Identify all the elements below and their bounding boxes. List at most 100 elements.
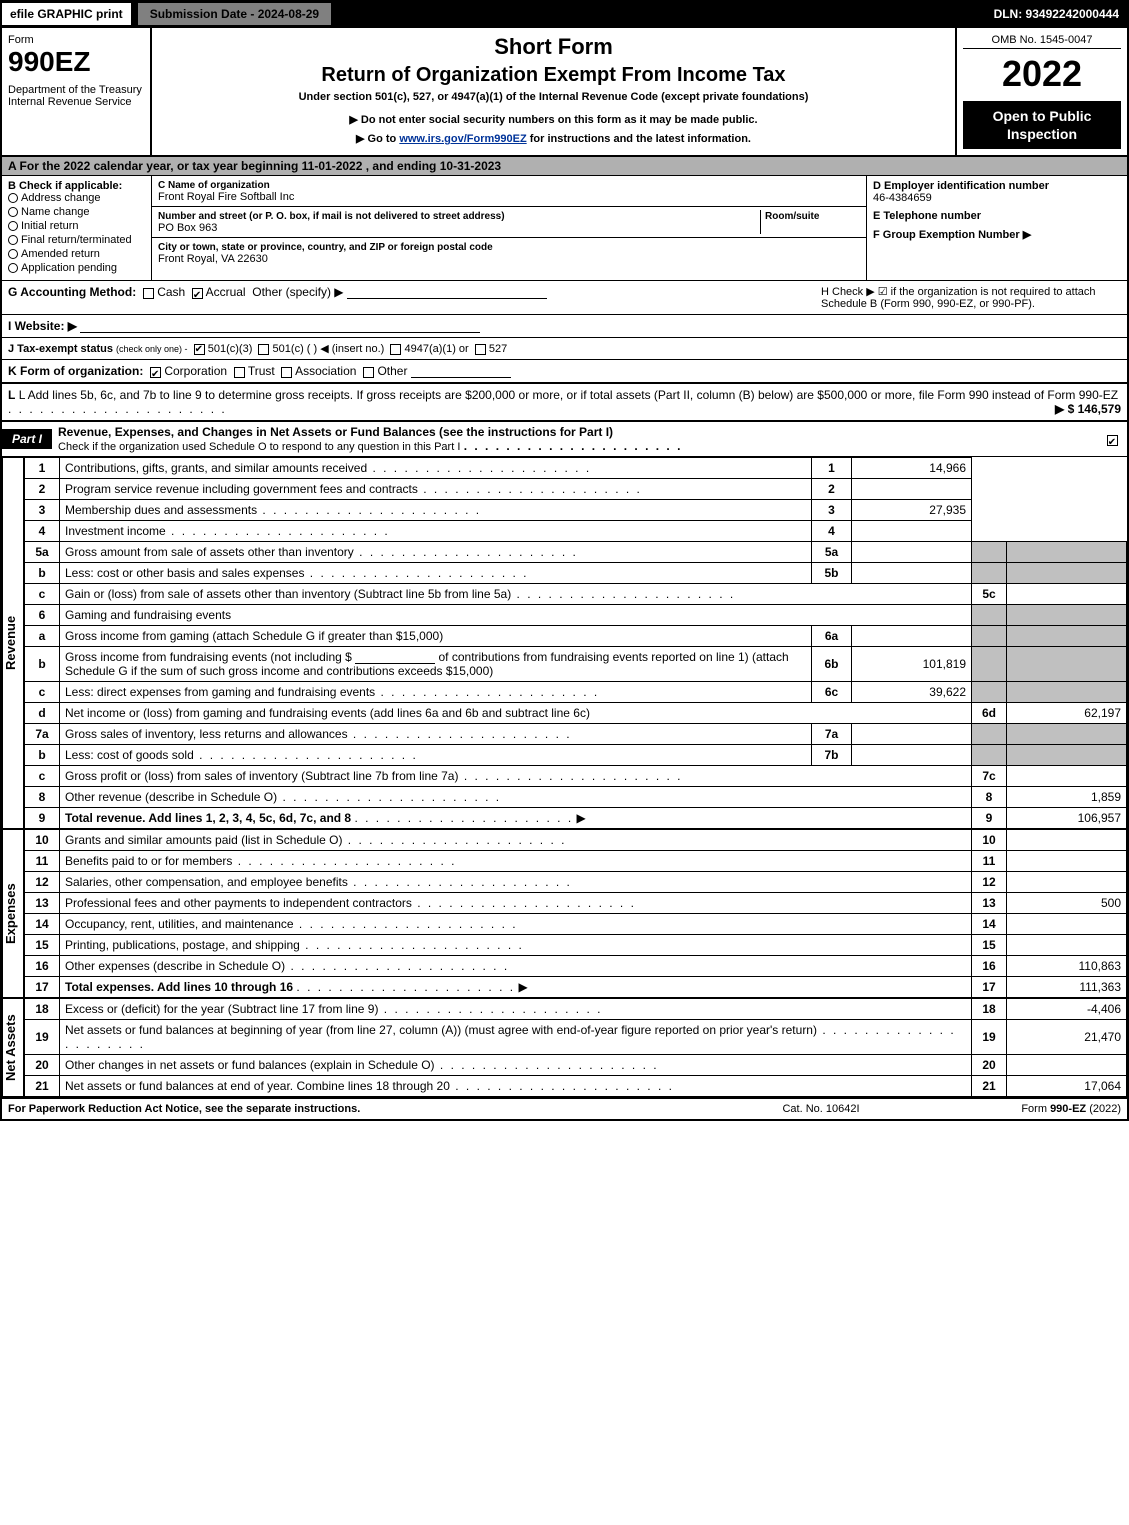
table-row: dNet income or (loss) from gaming and fu…: [25, 703, 1127, 724]
j-o1: 501(c)(3): [208, 343, 253, 355]
b-opt-address[interactable]: Address change: [8, 192, 145, 204]
g-cash-chk[interactable]: [143, 288, 154, 299]
f-group: F Group Exemption Number ▶: [873, 228, 1121, 241]
part1-head: Part I: [2, 429, 52, 449]
netassets-table: 18Excess or (deficit) for the year (Subt…: [24, 998, 1127, 1097]
k-other-chk[interactable]: [363, 367, 374, 378]
b-opt-amended[interactable]: Amended return: [8, 248, 145, 260]
row-i: I Website: ▶: [2, 315, 1127, 338]
c-name: C Name of organization Front Royal Fire …: [152, 176, 866, 207]
j-sub: (check only one) -: [116, 344, 188, 354]
table-row: cLess: direct expenses from gaming and f…: [25, 682, 1127, 703]
g-accrual: Accrual: [206, 285, 246, 299]
form-number: 990EZ: [8, 46, 144, 78]
table-row: 4Investment income4: [25, 521, 1127, 542]
table-row: 10Grants and similar amounts paid (list …: [25, 830, 1127, 851]
table-row: 8Other revenue (describe in Schedule O)8…: [25, 787, 1127, 808]
j-501c3-chk[interactable]: [194, 344, 205, 355]
netassets-side-label: Net Assets: [2, 998, 24, 1097]
h-text: H Check ▶ ☑ if the organization is not r…: [821, 285, 1121, 310]
bc-row: B Check if applicable: Address change Na…: [2, 176, 1127, 281]
e-tel-lbl: E Telephone number: [873, 210, 981, 222]
k-corp-chk[interactable]: [150, 367, 161, 378]
d-ein-lbl: D Employer identification number: [873, 180, 1049, 192]
omb-number: OMB No. 1545-0047: [963, 34, 1121, 49]
k-other-input[interactable]: [411, 366, 511, 378]
table-row: 5aGross amount from sale of assets other…: [25, 542, 1127, 563]
i-website-input[interactable]: [80, 321, 480, 333]
j-4947-chk[interactable]: [390, 344, 401, 355]
table-row: 9Total revenue. Add lines 1, 2, 3, 4, 5c…: [25, 808, 1127, 829]
c-street-val: PO Box 963: [158, 222, 217, 234]
table-row: 14Occupancy, rent, utilities, and mainte…: [25, 914, 1127, 935]
b-opt-name[interactable]: Name change: [8, 206, 145, 218]
row-a-period: A For the 2022 calendar year, or tax yea…: [2, 157, 1127, 176]
table-row: 6Gaming and fundraising events: [25, 605, 1127, 626]
f-grp-lbl: F Group Exemption Number ▶: [873, 229, 1031, 241]
footer-catno: Cat. No. 10642I: [721, 1103, 921, 1115]
c-street-lbl: Number and street (or P. O. box, if mail…: [158, 211, 505, 222]
table-row: 7aGross sales of inventory, less returns…: [25, 724, 1127, 745]
b-opt-pending[interactable]: Application pending: [8, 262, 145, 274]
revenue-section: Revenue 1Contributions, gifts, grants, a…: [2, 457, 1127, 829]
revenue-side-label: Revenue: [2, 457, 24, 829]
efile-label[interactable]: efile GRAPHIC print: [2, 3, 133, 25]
j-501c-chk[interactable]: [258, 344, 269, 355]
col-c: C Name of organization Front Royal Fire …: [152, 176, 867, 280]
goto-line: ▶ Go to www.irs.gov/Form990EZ for instru…: [162, 132, 945, 145]
g-accrual-chk[interactable]: [192, 288, 203, 299]
col-b: B Check if applicable: Address change Na…: [2, 176, 152, 280]
under-section: Under section 501(c), 527, or 4947(a)(1)…: [162, 91, 945, 103]
g-other-input[interactable]: [347, 287, 547, 299]
form-word: Form: [8, 34, 144, 46]
expenses-table: 10Grants and similar amounts paid (list …: [24, 829, 1127, 998]
k-o3: Association: [295, 364, 356, 378]
table-row: 2Program service revenue including gover…: [25, 479, 1127, 500]
row-l: L L Add lines 5b, 6c, and 7b to line 9 t…: [2, 384, 1127, 422]
row-j: J Tax-exempt status (check only one) - 5…: [2, 338, 1127, 360]
e-tel: E Telephone number: [873, 210, 1121, 222]
footer-formref: Form 990-EZ (2022): [921, 1103, 1121, 1115]
l-amount: ▶ $ 146,579: [1055, 402, 1121, 416]
table-row: 11Benefits paid to or for members11: [25, 851, 1127, 872]
short-form-title: Short Form: [162, 34, 945, 60]
dept-label: Department of the Treasury Internal Reve…: [8, 84, 144, 108]
k-assoc-chk[interactable]: [281, 367, 292, 378]
table-row: bLess: cost or other basis and sales exp…: [25, 563, 1127, 584]
table-row: cGross profit or (loss) from sales of in…: [25, 766, 1127, 787]
table-row: 20Other changes in net assets or fund ba…: [25, 1055, 1127, 1076]
revenue-table: 1Contributions, gifts, grants, and simil…: [24, 457, 1127, 829]
b-opt-initial[interactable]: Initial return: [8, 220, 145, 232]
j-o4: 527: [489, 343, 507, 355]
b-opt-final[interactable]: Final return/terminated: [8, 234, 145, 246]
table-row: 12Salaries, other compensation, and empl…: [25, 872, 1127, 893]
header-right: OMB No. 1545-0047 2022 Open to Public In…: [957, 28, 1127, 155]
j-o3: 4947(a)(1) or: [405, 343, 469, 355]
irs-link[interactable]: www.irs.gov/Form990EZ: [399, 133, 526, 145]
dln-label: DLN: 93492242000444: [986, 3, 1127, 25]
part1-schedO-chk[interactable]: [1097, 432, 1127, 446]
g-label: G Accounting Method:: [8, 285, 136, 299]
c-city: City or town, state or province, country…: [152, 238, 866, 268]
k-label: K Form of organization:: [8, 364, 143, 378]
b-title: B Check if applicable:: [8, 180, 145, 192]
c-street: Number and street (or P. O. box, if mail…: [152, 207, 866, 238]
row-gh: G Accounting Method: Cash Accrual Other …: [2, 281, 1127, 315]
j-527-chk[interactable]: [475, 344, 486, 355]
k-trust-chk[interactable]: [234, 367, 245, 378]
header-left: Form 990EZ Department of the Treasury In…: [2, 28, 152, 155]
j-label: J Tax-exempt status: [8, 343, 113, 355]
tax-year: 2022: [963, 53, 1121, 95]
i-label: I Website: ▶: [8, 319, 77, 333]
return-title: Return of Organization Exempt From Incom…: [162, 64, 945, 87]
part1-title: Revenue, Expenses, and Changes in Net As…: [52, 422, 1097, 456]
ssn-warning: ▶ Do not enter social security numbers o…: [162, 113, 945, 126]
table-row: 16Other expenses (describe in Schedule O…: [25, 956, 1127, 977]
6b-blank[interactable]: [355, 652, 435, 664]
header-center: Short Form Return of Organization Exempt…: [152, 28, 957, 155]
d-ein-val: 46-4384659: [873, 192, 932, 204]
g-other: Other (specify) ▶: [252, 285, 343, 299]
footer: For Paperwork Reduction Act Notice, see …: [2, 1097, 1127, 1119]
c-room-lbl: Room/suite: [765, 211, 819, 222]
l-dots: [8, 402, 227, 416]
